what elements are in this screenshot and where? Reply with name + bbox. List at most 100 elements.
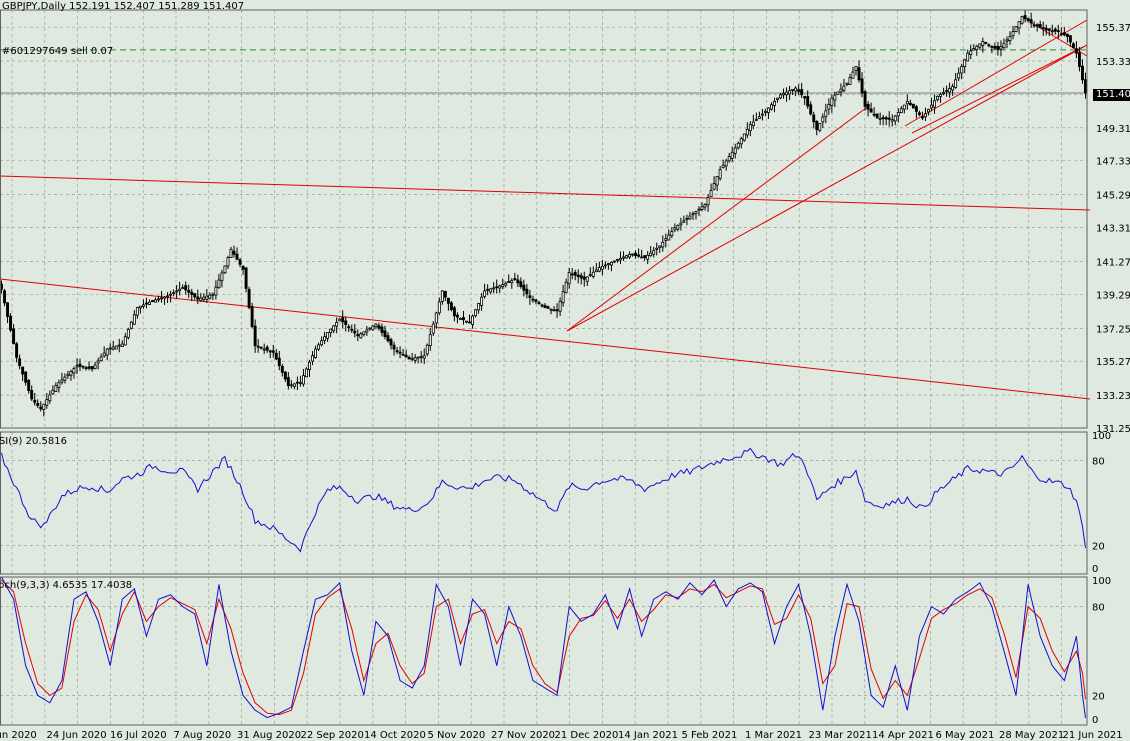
candle-body xyxy=(718,169,722,179)
candle-body xyxy=(271,350,275,353)
candle-body xyxy=(845,82,849,85)
candle-body xyxy=(945,90,949,92)
candle-body xyxy=(308,361,311,371)
date-tick-label: 28 May 2021 xyxy=(999,730,1064,741)
candle-body xyxy=(1017,21,1021,29)
candle-body xyxy=(917,112,921,116)
candle-body xyxy=(492,287,496,290)
candle-body xyxy=(742,133,746,141)
candle-body xyxy=(905,101,909,105)
candle-body xyxy=(1002,42,1006,49)
candle-body xyxy=(1047,28,1051,31)
candle-body xyxy=(561,291,565,304)
candle-body xyxy=(990,46,994,48)
candle-body xyxy=(495,286,499,289)
candle-body xyxy=(392,344,396,350)
candle-body xyxy=(818,122,822,131)
candle-body xyxy=(353,330,357,334)
candle-body xyxy=(507,281,511,283)
candle-body xyxy=(6,302,10,317)
price-tick-label: 141.270 xyxy=(1096,257,1130,268)
candle-body xyxy=(594,269,598,272)
candle-body xyxy=(754,118,758,121)
candle-body xyxy=(132,314,136,325)
candle-body xyxy=(812,114,816,123)
candle-body xyxy=(993,46,997,49)
rsi-label: RSI(9) 20.5816 xyxy=(0,436,67,447)
candle-body xyxy=(890,119,894,122)
candle-body xyxy=(579,275,583,279)
candle-body xyxy=(963,59,967,67)
candle-body xyxy=(135,307,139,316)
indicator-tick-label: 100 xyxy=(1092,431,1111,442)
indicator-tick-label: 0 xyxy=(1092,564,1098,575)
candle-body xyxy=(229,248,233,259)
candle-body xyxy=(609,261,613,266)
candle-body xyxy=(196,296,200,300)
candle-body xyxy=(190,291,194,295)
candle-body xyxy=(428,334,432,347)
candle-body xyxy=(948,88,952,93)
candle-body xyxy=(637,254,641,257)
candle-body xyxy=(1005,39,1009,42)
candle-body xyxy=(383,330,387,337)
candle-body xyxy=(371,325,375,331)
candle-body xyxy=(280,365,284,373)
candle-body xyxy=(803,96,807,99)
candle-body xyxy=(751,121,755,127)
candle-body xyxy=(573,271,577,276)
candle-body xyxy=(452,307,456,317)
candle-body xyxy=(416,356,420,359)
candle-body xyxy=(908,102,912,106)
candle-body xyxy=(129,321,133,329)
date-tick-label: 21 Dec 2020 xyxy=(555,730,619,741)
candle-body xyxy=(332,325,336,332)
candle-body xyxy=(289,384,293,387)
candle-body xyxy=(311,355,314,362)
candle-body xyxy=(42,403,46,410)
candlestick-series xyxy=(0,10,1087,417)
price-tick-label: 147.330 xyxy=(1096,157,1130,168)
candle-body xyxy=(232,250,236,255)
candle-body xyxy=(117,344,121,347)
candle-body xyxy=(821,116,825,123)
price-tick-label: 149.310 xyxy=(1096,124,1130,135)
candle-body xyxy=(410,357,414,360)
candle-body xyxy=(338,318,342,322)
date-tick-label: 27 Nov 2020 xyxy=(491,730,555,741)
candle-body xyxy=(966,52,970,62)
candle-body xyxy=(274,352,278,360)
candle-body xyxy=(540,304,544,307)
date-tick-label: 24 Jun 2020 xyxy=(47,730,107,741)
candle-body xyxy=(175,290,179,293)
candle-body xyxy=(184,285,188,291)
price-axis: 155.370 153.330 149.310 147.330 145.290 143.3… xyxy=(1092,23,1130,726)
candle-body xyxy=(570,273,574,276)
candle-body xyxy=(501,284,505,288)
candle-body xyxy=(36,402,40,406)
candle-body xyxy=(1011,31,1015,37)
candle-body xyxy=(872,113,876,116)
candle-body xyxy=(440,290,444,302)
candle-body xyxy=(114,345,118,350)
candle-body xyxy=(911,103,915,109)
candle-body xyxy=(766,107,770,113)
candle-body xyxy=(244,267,248,289)
candle-body xyxy=(951,86,955,91)
trendline xyxy=(911,46,1084,134)
candle-body xyxy=(459,318,462,320)
candle-body xyxy=(277,357,281,367)
candle-body xyxy=(193,293,197,298)
price-tick-label: 143.310 xyxy=(1096,224,1130,235)
candle-body xyxy=(685,218,689,220)
candle-body xyxy=(616,259,619,262)
candle-body xyxy=(138,305,142,309)
candle-body xyxy=(927,108,930,113)
candle-body xyxy=(727,156,731,162)
candle-body xyxy=(848,77,852,85)
candle-body xyxy=(712,183,716,190)
candle-body xyxy=(691,213,695,216)
price-tick-label: 155.370 xyxy=(1096,23,1130,34)
candle-body xyxy=(655,247,659,250)
